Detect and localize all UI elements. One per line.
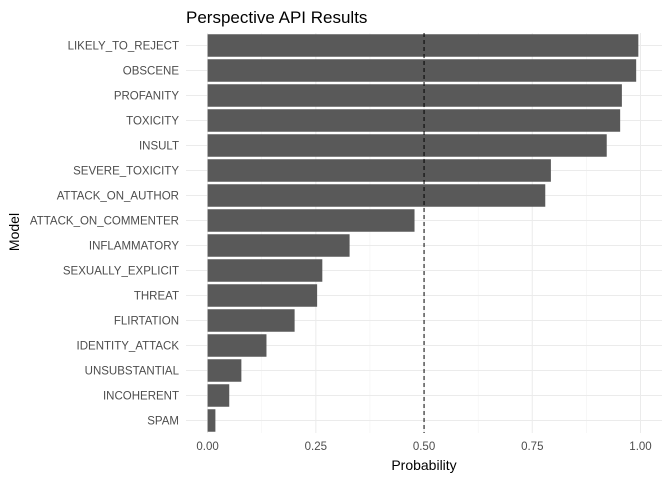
- y-tick-label: IDENTITY_ATTACK: [77, 341, 180, 353]
- bar-attack-on-commenter: [207, 209, 415, 232]
- bar-sexually-explicit: [207, 259, 323, 282]
- bar-profanity: [207, 84, 622, 107]
- bar-threat: [207, 284, 318, 307]
- y-tick-label: SEXUALLY_EXPLICIT: [63, 266, 179, 278]
- y-tick-label: INSULT: [139, 141, 179, 153]
- y-tick-label: INCOHERENT: [103, 391, 179, 403]
- y-tick-label: SEVERE_TOXICITY: [73, 166, 179, 178]
- bar-layer: [207, 34, 639, 432]
- chart-title: Perspective API Results: [186, 8, 367, 27]
- bar-incoherent: [207, 384, 230, 407]
- bar-inflammatory: [207, 234, 350, 257]
- y-tick-label: UNSUBSTANTIAL: [85, 366, 180, 378]
- y-tick-label: FLIRTATION: [114, 316, 179, 328]
- bar-unsubstantial: [207, 359, 242, 382]
- y-tick-label: TOXICITY: [126, 116, 179, 128]
- y-tick-label: OBSCENE: [123, 66, 180, 78]
- y-tick-label: INFLAMMATORY: [89, 241, 179, 253]
- x-axis-title: Probability: [391, 457, 456, 473]
- y-tick-label: SPAM: [147, 416, 179, 428]
- y-tick-label: LIKELY_TO_REJECT: [68, 41, 179, 53]
- y-tick-label: ATTACK_ON_AUTHOR: [57, 191, 179, 203]
- bar-spam: [207, 409, 216, 432]
- x-tick-label: 0.00: [196, 441, 218, 453]
- x-tick-labels: 0.00 0.25 0.50 0.75 1.00: [196, 441, 651, 453]
- bar-insult: [207, 134, 607, 157]
- bar-obscene: [207, 59, 637, 82]
- y-tick-labels: LIKELY_TO_REJECT OBSCENE PROFANITY TOXICITY…: [30, 41, 180, 428]
- y-axis-title: Model: [6, 213, 22, 251]
- y-tick-label: THREAT: [134, 291, 179, 303]
- bar-attack-on-author: [207, 184, 546, 207]
- x-tick-label: 1.00: [629, 441, 651, 453]
- bar-severe-toxicity: [207, 159, 551, 182]
- bar-flirtation: [207, 309, 295, 332]
- x-tick-label: 0.75: [521, 441, 543, 453]
- y-tick-label: PROFANITY: [114, 91, 180, 103]
- bar-likely-to-reject: [207, 34, 639, 57]
- x-tick-label: 0.50: [413, 441, 435, 453]
- x-tick-label: 0.25: [305, 441, 327, 453]
- y-tick-label: ATTACK_ON_COMMENTER: [30, 216, 179, 228]
- bar-identity-attack: [207, 334, 267, 357]
- bar-toxicity: [207, 109, 621, 132]
